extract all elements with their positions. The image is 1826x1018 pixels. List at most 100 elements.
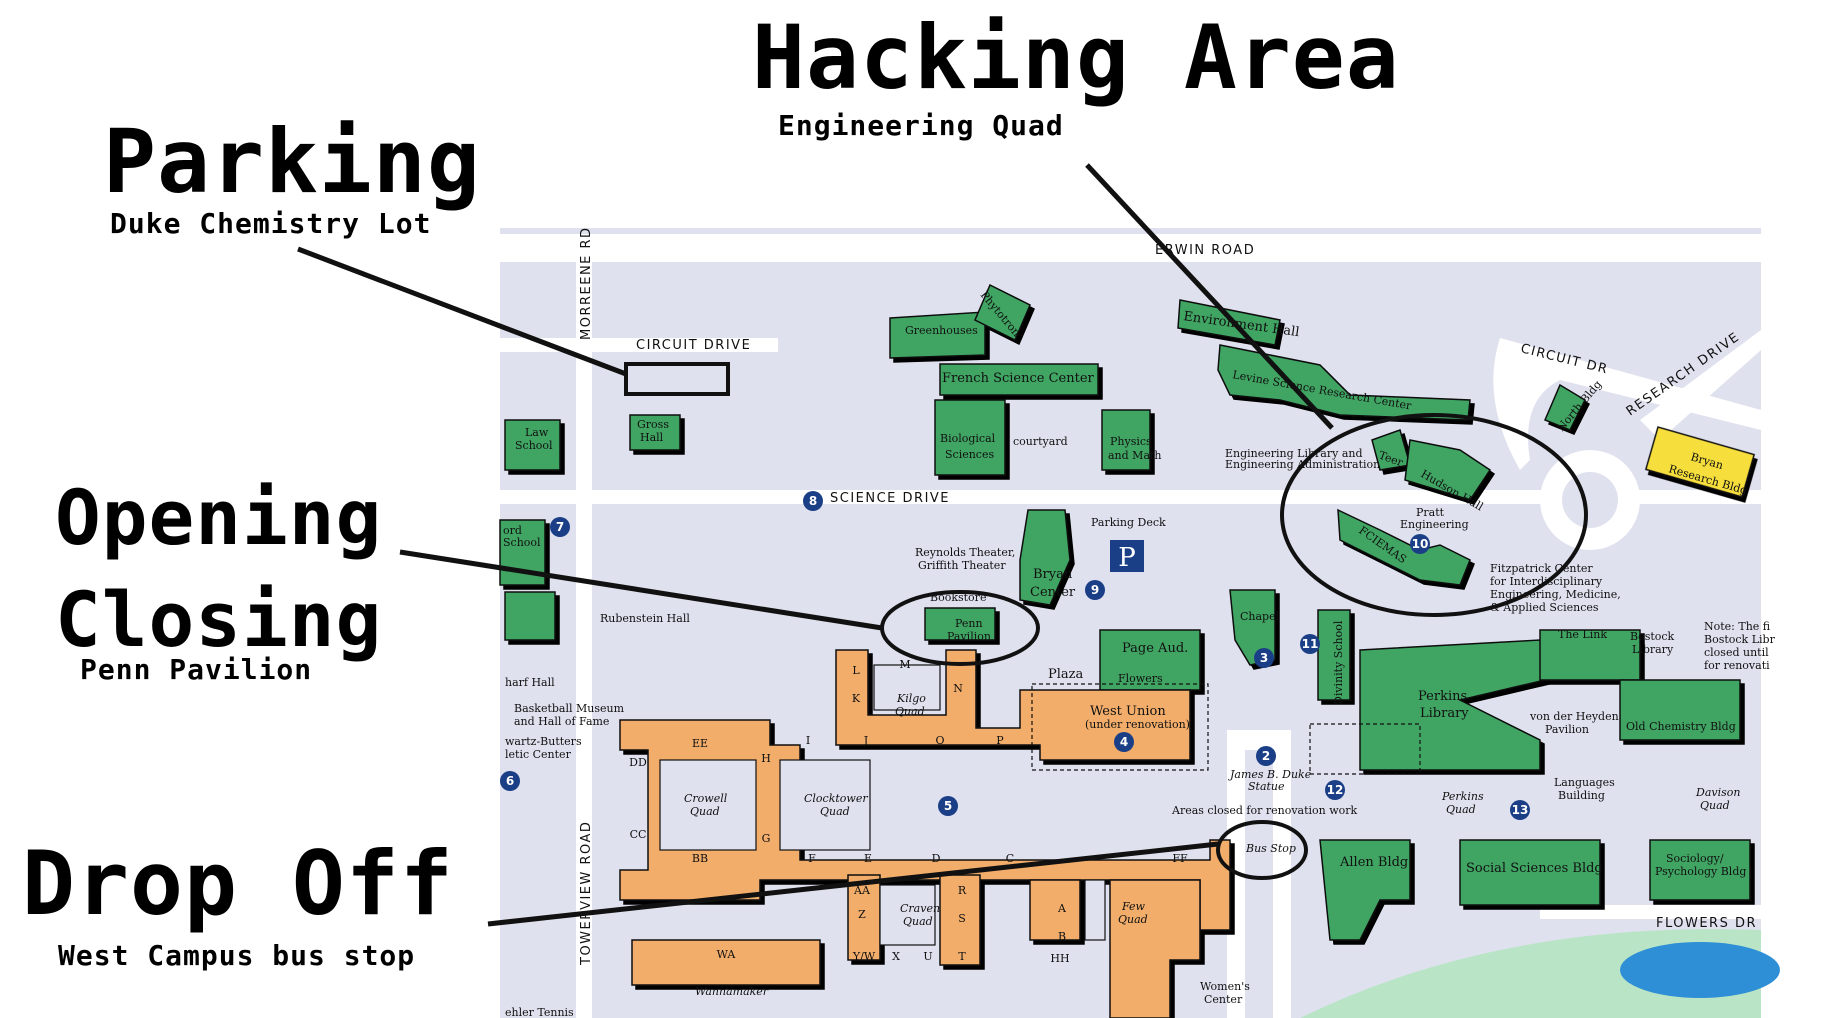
svg-text:C: C [1006,852,1014,865]
road-flowers: FLOWERS DR [1656,916,1757,931]
lbl-pratt1: Pratt [1416,506,1445,519]
lbl-crowell2: Quad [690,805,720,818]
svg-text:HH: HH [1050,952,1069,965]
lbl-gross1: Gross [637,418,669,431]
svg-text:M: M [899,658,910,671]
lbl-tennis: ehler Tennis [505,1006,574,1018]
map-top-border [500,228,1761,234]
lbl-reynolds2: Griffith Theater [918,559,1006,572]
lbl-note2: Bostock Libr [1704,633,1776,646]
svg-text:AA: AA [853,884,871,897]
lbl-perkinsquad2: Quad [1446,803,1476,816]
dropoff-subtitle: West Campus bus stop [58,939,416,972]
lbl-greenhouses: Greenhouses [905,324,978,337]
lbl-englib1: Engineering Library and [1225,447,1363,460]
lbl-bryan1: Bryan [1033,567,1073,582]
svg-text:6: 6 [506,774,514,788]
lbl-french: French Science Center [942,371,1095,386]
closing-title: Closing [55,575,383,664]
svg-text:H: H [761,752,771,765]
opening-title: Opening [55,473,383,562]
svg-text:J: J [863,734,868,747]
lbl-craven2: Quad [903,915,933,928]
callout-lines [297,163,1334,927]
lbl-phys1: Physics [1110,435,1152,448]
svg-text:BB: BB [692,852,708,865]
svg-text:11: 11 [1302,637,1319,651]
lbl-fitz3: Engineering, Medicine, [1490,588,1621,601]
lbl-rubenstein: Rubenstein Hall [600,612,690,625]
lbl-pageaud: Page Aud. [1122,641,1188,656]
lbl-vonheyden1: von der Heyden [1529,710,1619,723]
road-towerview: TOWERVIEW ROAD [579,821,594,966]
lbl-languages2: Building [1558,789,1605,802]
lbl-ford2: School [503,536,541,549]
lbl-flowers: Flowers [1118,672,1163,685]
lbl-vonheyden2: Pavilion [1545,723,1589,736]
lbl-fitz1: Fitzpatrick Center [1490,562,1593,575]
lbl-bio1: Biological [940,432,996,445]
svg-text:X: X [892,950,900,963]
svg-text:FF: FF [1172,852,1188,865]
lbl-reynolds1: Reynolds Theater, [915,546,1015,559]
svg-text:12: 12 [1327,783,1344,797]
svg-text:B: B [1058,930,1066,943]
svg-text:Z: Z [858,908,866,921]
hacking-title: Hacking Area [752,6,1400,109]
lbl-law2: School [515,439,553,452]
lbl-harf: harf Hall [505,676,555,689]
svg-text:K: K [852,692,861,705]
lbl-few2: Quad [1118,913,1148,926]
lbl-kilgo1: Kilgo [896,692,926,705]
lbl-wannamaker: Wannamaker [695,985,769,998]
lbl-bostock1: Bostock [1630,630,1675,643]
lbl-craven1: Craven [900,902,940,915]
lbl-womens1: Women's [1200,980,1250,993]
svg-text:8: 8 [809,494,817,508]
svg-text:CC: CC [630,828,647,841]
lbl-plaza: Plaza [1048,667,1084,682]
svg-text:P: P [996,734,1004,747]
svg-text:G: G [762,832,771,845]
lbl-perkins2: Library [1420,706,1469,721]
svg-text:O: O [935,734,944,747]
svg-text:13: 13 [1512,803,1529,817]
svg-text:A: A [1057,902,1067,915]
svg-text:Y/W: Y/W [852,950,876,963]
lbl-crowell1: Crowell [684,792,728,805]
lbl-sociology2: Psychology Bldg [1655,865,1746,878]
lbl-phys2: and Math [1108,449,1162,462]
bus-stop-ellipse [1216,820,1308,880]
lbl-statue2: Statue [1248,780,1285,793]
lbl-areasclosed: Areas closed for renovation work [1171,804,1358,817]
lbl-chapel: Chapel [1240,610,1280,623]
lbl-clocktower2: Quad [820,805,850,818]
lbl-few1: Few [1121,900,1146,913]
parking-subtitle: Duke Chemistry Lot [110,207,432,240]
lbl-perkins1: Perkins [1418,689,1467,704]
lbl-clocktower1: Clocktower [804,792,868,805]
green-buildings [499,283,1751,941]
hacking-subtitle: Engineering Quad [778,109,1064,142]
lbl-schwartz1: wartz-Butters [505,735,582,748]
svg-text:N: N [953,682,963,695]
svg-text:L: L [852,664,860,677]
svg-text:9: 9 [1091,583,1099,597]
bryan-research-bldg [1644,426,1756,498]
svg-text:E: E [864,852,872,865]
svg-text:D: D [932,852,941,865]
svg-text:4: 4 [1120,735,1128,749]
svg-text:I: I [806,734,810,747]
svg-text:10: 10 [1412,537,1429,551]
lbl-languages1: Languages [1554,776,1615,789]
svg-text:2: 2 [1262,749,1270,763]
parking-sign [1110,540,1144,572]
lbl-busstop: Bus Stop [1245,842,1296,855]
svg-text:5: 5 [944,799,952,813]
lbl-allen: Allen Bldg [1339,855,1408,870]
svg-text:R: R [958,884,967,897]
road-morreene: MORREENE RD [579,226,594,340]
lbl-bio2: Sciences [945,448,994,461]
svg-text:EE: EE [692,737,708,750]
